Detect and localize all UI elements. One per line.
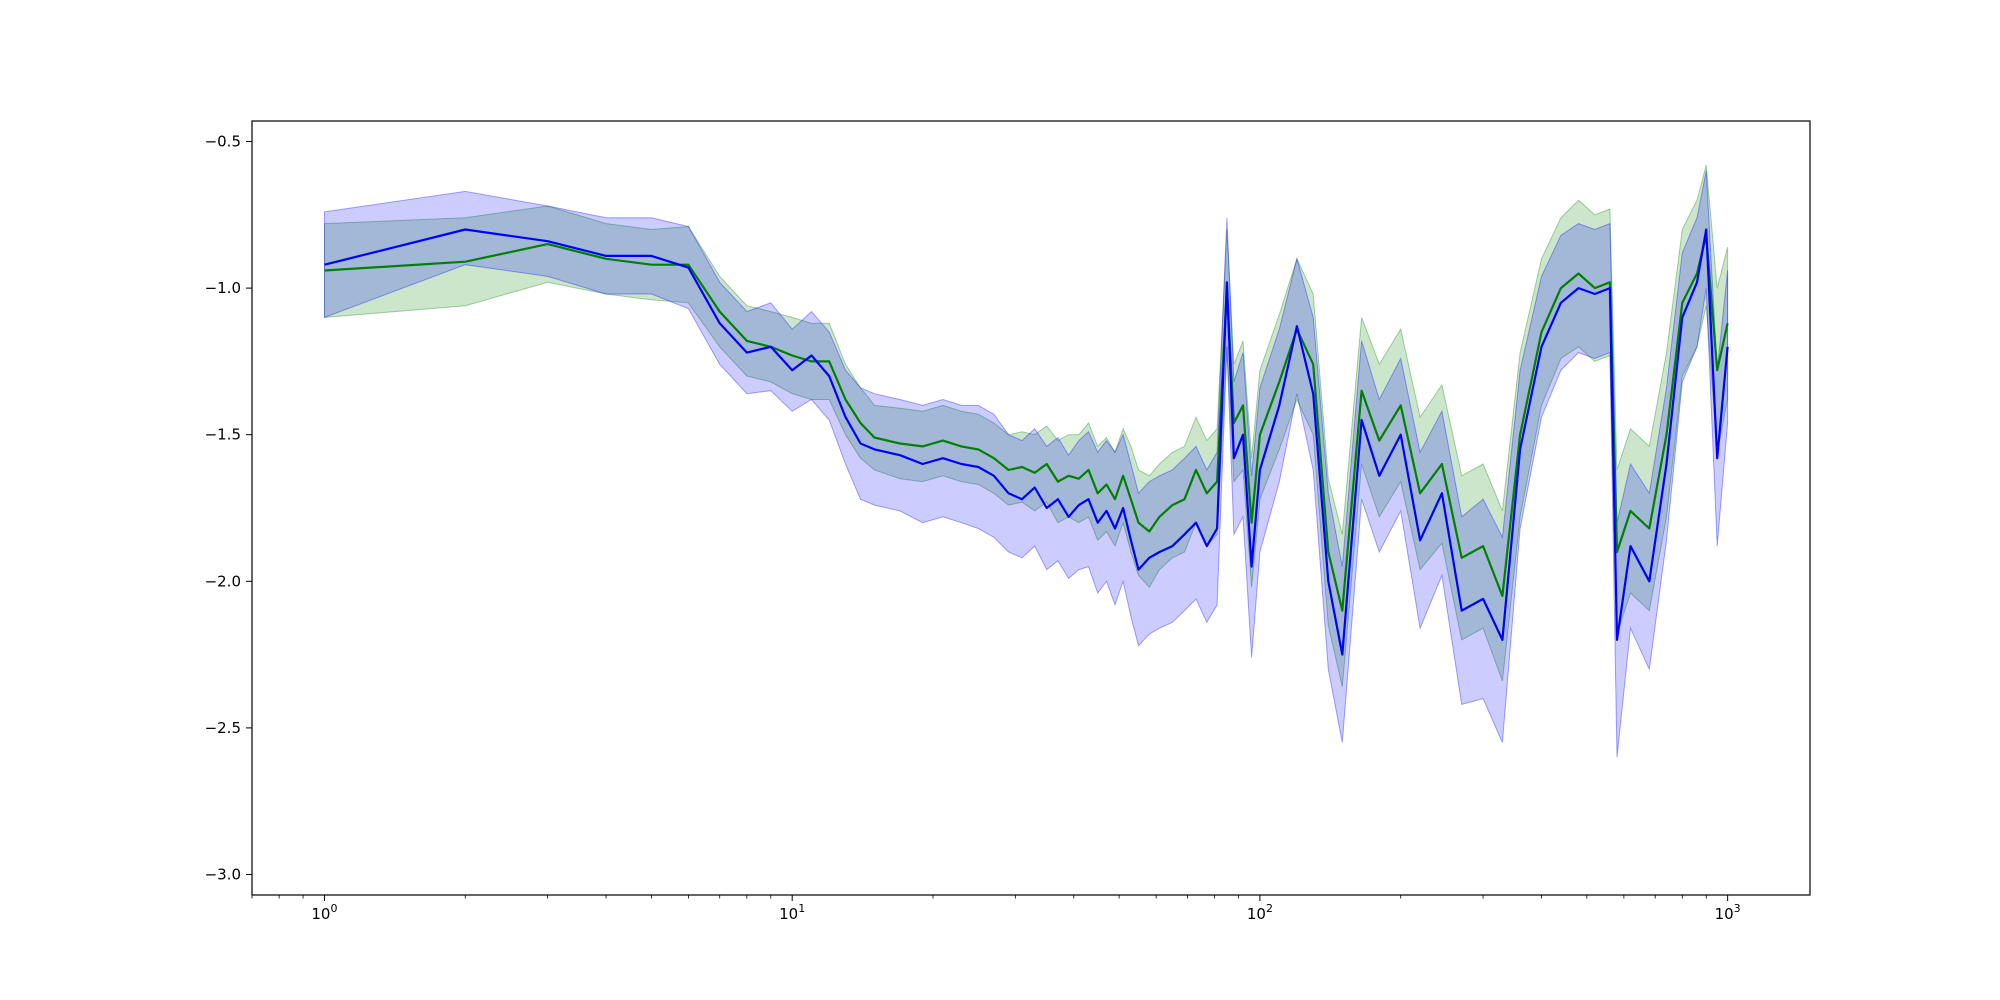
y-tick-label: −1.5 bbox=[205, 426, 241, 444]
y-tick-label: −0.5 bbox=[205, 133, 241, 151]
y-tick-label: −1.0 bbox=[205, 279, 241, 297]
line-series-1 bbox=[324, 234, 1729, 612]
band-series-1 bbox=[324, 164, 1729, 687]
y-axis: −0.5 −1.0 −1.5 −2.0 −2.5 −3.0 bbox=[205, 133, 252, 883]
x-tick-label: 103 bbox=[1715, 902, 1741, 923]
x-tick-label: 101 bbox=[779, 902, 805, 923]
confidence-bands bbox=[324, 164, 1729, 758]
series-lines bbox=[324, 228, 1729, 656]
y-tick-label: −3.0 bbox=[205, 865, 241, 883]
x-tick-label: 102 bbox=[1247, 902, 1273, 923]
band-series-2 bbox=[324, 170, 1729, 758]
plot-frame bbox=[251, 120, 1811, 896]
y-tick-label: −2.0 bbox=[205, 572, 241, 590]
y-tick-label: −2.5 bbox=[205, 719, 241, 737]
x-axis: 100 101 102 103 bbox=[251, 895, 1741, 923]
x-tick-label: 100 bbox=[311, 902, 337, 923]
line-series-2 bbox=[324, 228, 1729, 656]
